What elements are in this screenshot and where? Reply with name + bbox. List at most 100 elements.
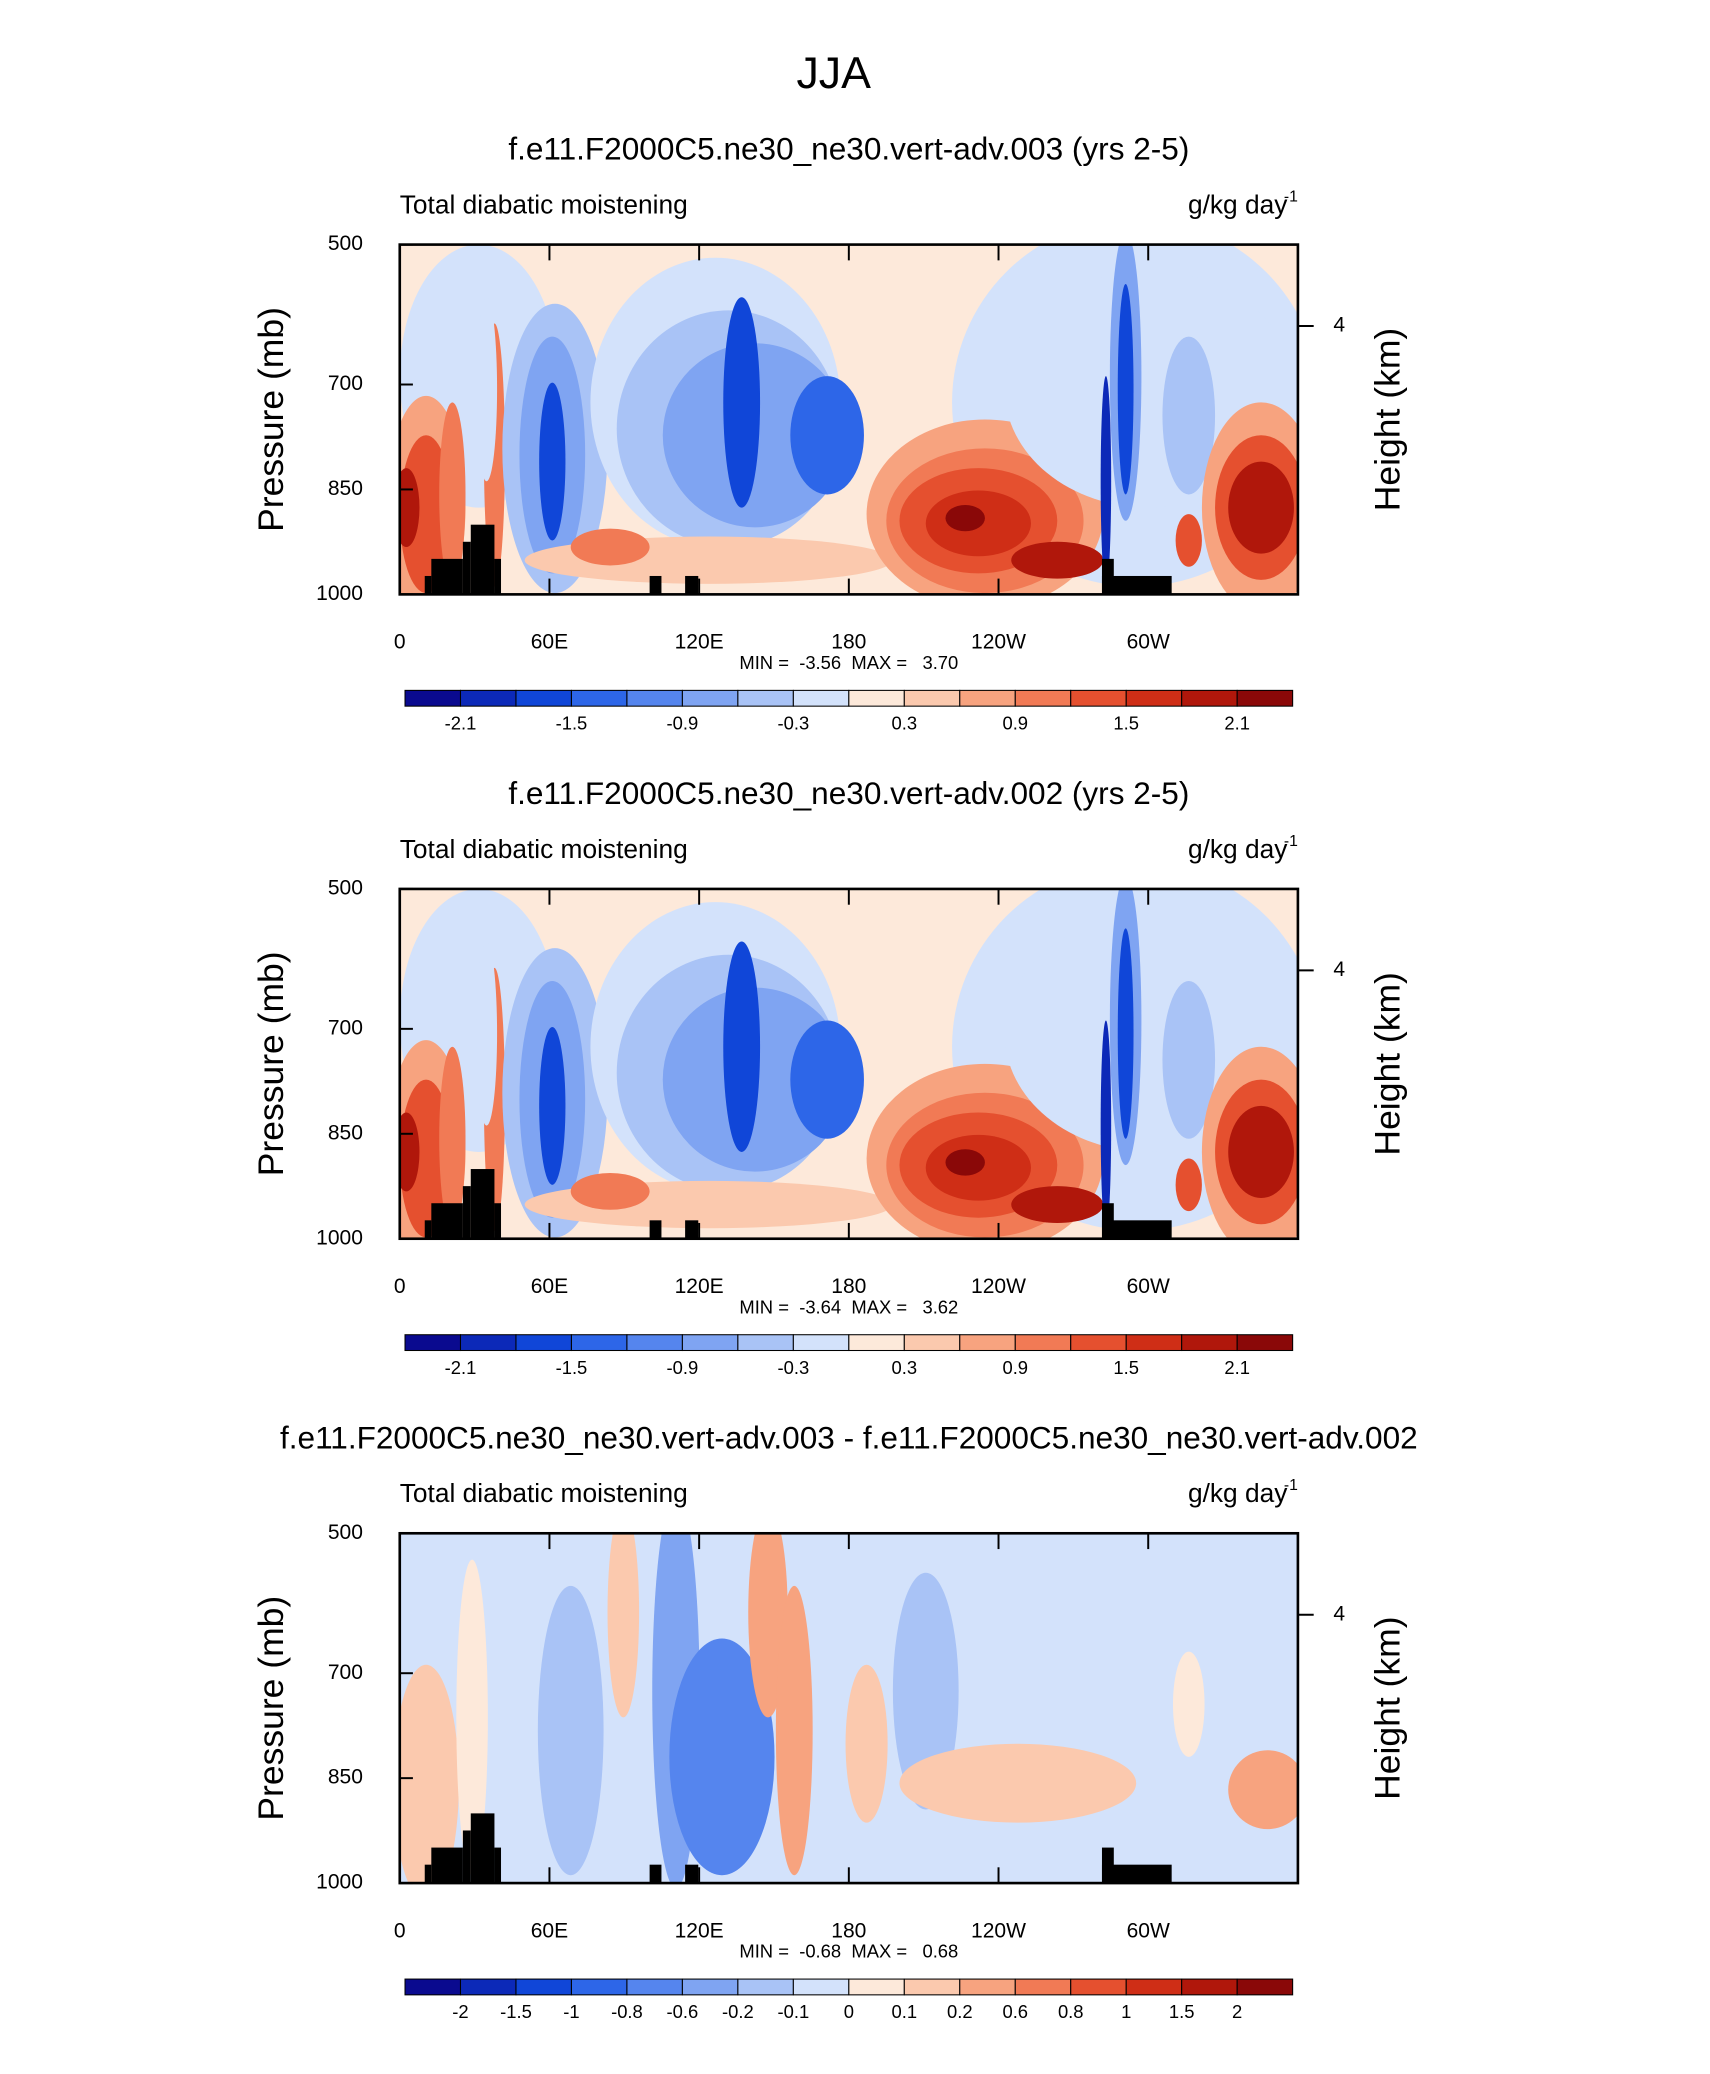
y-tick-label: 1000 [316, 1871, 363, 1894]
colorbar-label: 2.1 [1224, 712, 1250, 733]
contour-region [456, 1559, 488, 1876]
y2-axis-title: Height (km) [1367, 1616, 1407, 1799]
colorbar-box [792, 1334, 850, 1352]
colorbar-box [903, 1334, 961, 1352]
x-tick-label: 0 [394, 1919, 406, 1942]
colorbar-label: 2.1 [1224, 1357, 1250, 1378]
y-tick-label: 700 [328, 372, 363, 395]
y-tick-label: 500 [328, 1521, 363, 1544]
y-tick-label: 1000 [316, 1226, 363, 1249]
colorbar-box [515, 689, 572, 707]
colorbar-box [1181, 1334, 1238, 1352]
topography [494, 1203, 502, 1239]
colorbar-label: -1.5 [556, 1357, 588, 1378]
colorbar-box [959, 689, 1016, 707]
x-tick-label: 180 [831, 1275, 866, 1298]
y-tick-label: 1000 [316, 582, 363, 605]
y2-tick-label: 4 [1333, 314, 1345, 337]
topography [649, 1864, 662, 1884]
contour-region [439, 402, 466, 587]
colorbar-box [1236, 1978, 1294, 1996]
contour-region [570, 528, 650, 566]
contour-region [399, 1112, 420, 1192]
contour-region [537, 1585, 604, 1876]
panel: f.e11.F2000C5.ne30_ne30.vert-adv.002 (yr… [251, 775, 1407, 1378]
contour-region [723, 941, 761, 1152]
topography [649, 1220, 662, 1239]
stats-label: MIN = -3.56 MAX = 3.70 [739, 652, 958, 673]
contour-region [945, 1149, 985, 1176]
units: g/kg day [1188, 189, 1288, 219]
topography [462, 541, 471, 595]
contour-region [476, 297, 498, 482]
colorbar-label: 0.9 [1002, 712, 1028, 733]
colorbar-box [737, 1978, 794, 1996]
y-tick-label: 700 [328, 1016, 363, 1039]
panel: f.e11.F2000C5.ne30_ne30.vert-adv.003 - f… [251, 1419, 1418, 2022]
contour-field [399, 244, 1298, 595]
colorbar-label: 0.2 [947, 2001, 973, 2022]
topography [424, 1220, 432, 1239]
x-tick-label: 60E [531, 631, 568, 654]
y-axis-title: Pressure (mb) [251, 307, 291, 532]
y-tick-label: 500 [328, 877, 363, 900]
topography [494, 558, 502, 595]
units-exponent: -1 [1284, 833, 1298, 850]
contour-region [539, 382, 566, 541]
topography [685, 575, 699, 595]
y2-tick-label: 4 [1333, 1602, 1345, 1625]
panel: f.e11.F2000C5.ne30_ne30.vert-adv.003 (yr… [251, 131, 1407, 734]
y-tick-label: 850 [328, 477, 363, 500]
x-tick-label: 120E [675, 1275, 724, 1298]
colorbar-label: -1.5 [556, 712, 588, 733]
panel-title: f.e11.F2000C5.ne30_ne30.vert-adv.003 - f… [280, 1419, 1418, 1455]
colorbar-label: 1.5 [1113, 1357, 1139, 1378]
contour-region [570, 1172, 650, 1210]
colorbar-box [1070, 1978, 1127, 1996]
contour-region [1162, 336, 1216, 495]
colorbar-label: -0.2 [722, 2001, 754, 2022]
topography [1101, 1220, 1172, 1239]
contour-region [1172, 1651, 1205, 1757]
colorbar-label: -0.6 [667, 2001, 699, 2022]
contour-region [945, 504, 985, 532]
y-tick-label: 850 [328, 1121, 363, 1144]
units-label: g/kg day [1188, 189, 1288, 219]
x-tick-label: 120E [675, 631, 724, 654]
colorbar-box [404, 1334, 462, 1352]
stats-label: MIN = -0.68 MAX = 0.68 [739, 1941, 958, 1962]
colorbar-label: -2.1 [445, 1357, 477, 1378]
colorbar-box [1014, 689, 1072, 707]
colorbar-box [1236, 1334, 1294, 1352]
colorbar-box [1125, 1334, 1183, 1352]
colorbar-box [1014, 1334, 1072, 1352]
topography [470, 524, 495, 595]
colorbar-box [404, 689, 462, 707]
colorbar-box [1070, 689, 1127, 707]
colorbar-label: -0.1 [777, 2001, 809, 2022]
topography [462, 1830, 471, 1884]
colorbar-box [1014, 1978, 1072, 1996]
topography [470, 1169, 495, 1239]
figure-title: JJA [796, 49, 871, 98]
x-tick-label: 120W [971, 631, 1026, 654]
colorbar-box [903, 1978, 961, 1996]
contour-region [1100, 1020, 1112, 1231]
y2-axis-title: Height (km) [1367, 972, 1407, 1155]
contour-field [399, 1533, 1298, 1884]
colorbar-box [1125, 689, 1183, 707]
contour-region [1117, 928, 1134, 1139]
units: g/kg day [1188, 1478, 1288, 1508]
contour-region [790, 1020, 864, 1139]
colorbar-label: -1 [563, 2001, 579, 2022]
topography [649, 575, 662, 595]
topography [431, 1203, 463, 1239]
contour-region [439, 1046, 466, 1231]
topography [494, 1847, 502, 1884]
colorbar-label: 2 [1232, 2001, 1242, 2022]
colorbar-box [792, 689, 850, 707]
colorbar-box [1181, 689, 1238, 707]
colorbar-label: -0.3 [777, 712, 809, 733]
left-label: Total diabatic moistening [400, 189, 688, 219]
contour-region [1117, 284, 1134, 495]
